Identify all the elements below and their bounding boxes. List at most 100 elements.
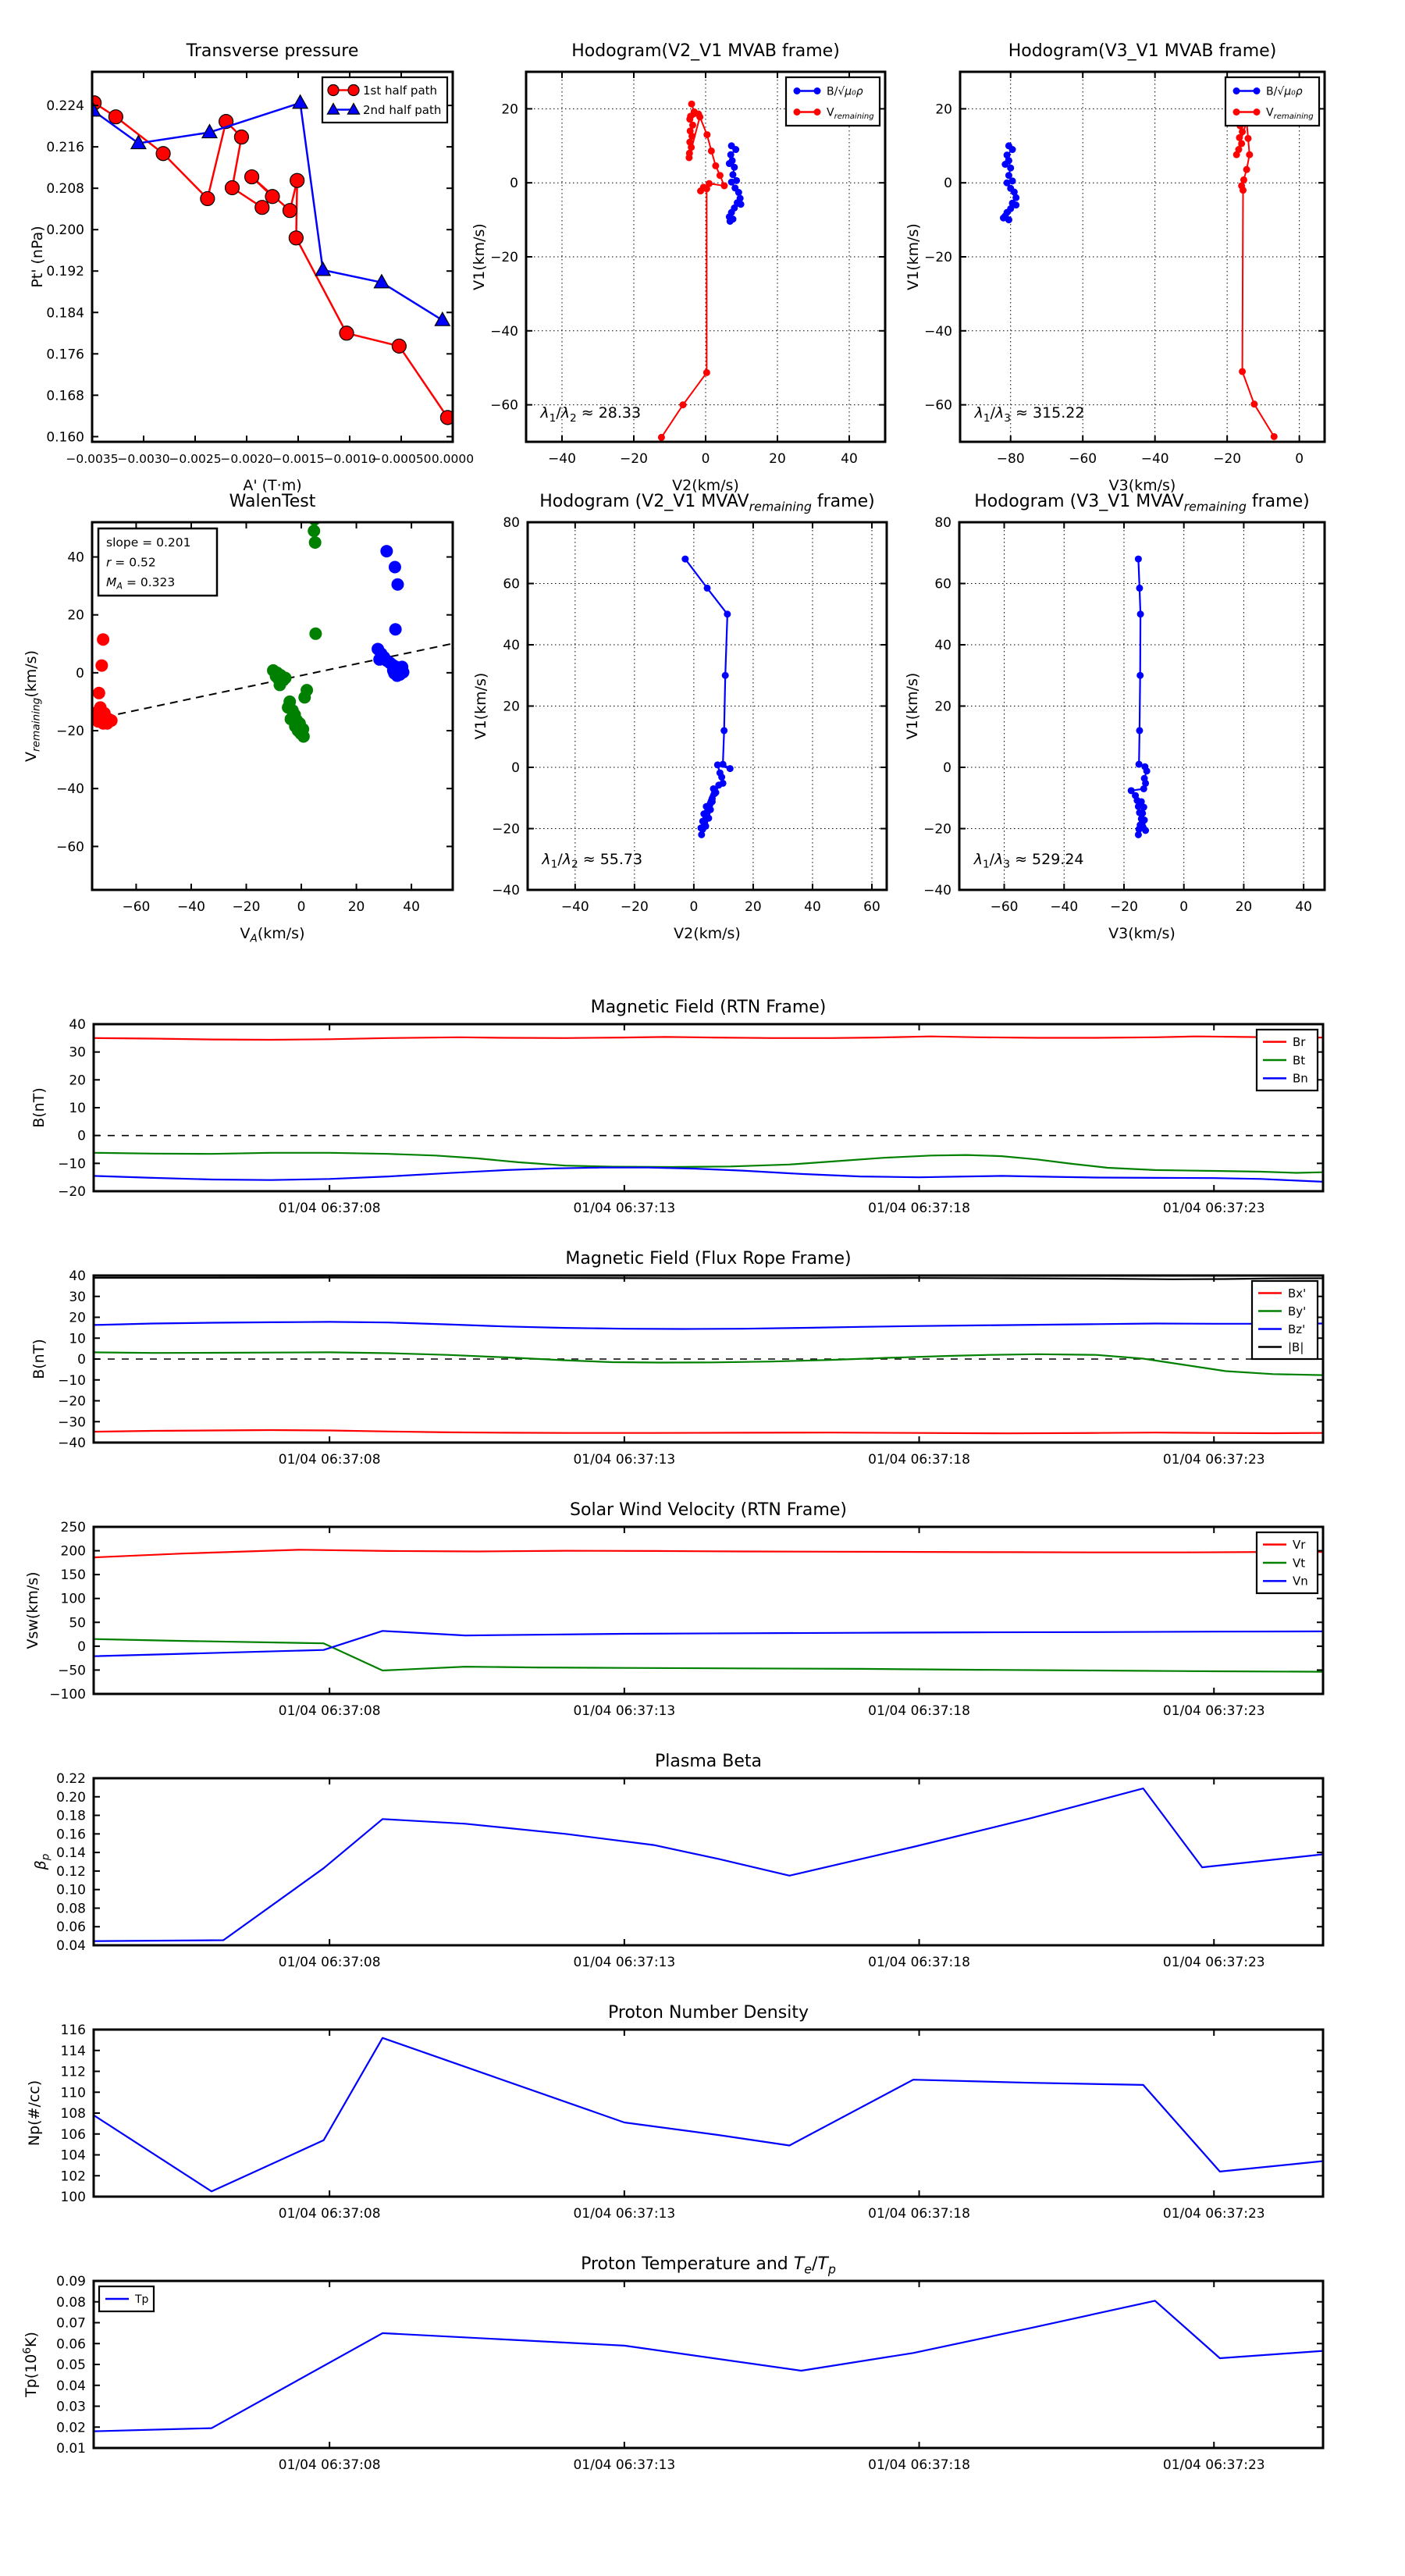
legend-label: B/√μ₀ρ [827, 85, 863, 98]
marker-circle [391, 338, 407, 354]
y-tick-label: 0.10 [56, 1883, 86, 1898]
y-tick-label: 0.14 [56, 1845, 86, 1861]
x-tick-label: −0.0025 [169, 452, 221, 466]
marker-dot [105, 714, 118, 728]
marker-dot [724, 610, 731, 618]
stats-box: slope = 0.201 r = 0.52 MA = 0.323 [97, 527, 219, 597]
marker-dot [92, 715, 105, 728]
y-tick-label: 0.208 [46, 181, 84, 197]
marker-dot [699, 817, 706, 825]
y-tick-label: −50 [58, 1663, 86, 1678]
marker-dot [1232, 109, 1240, 116]
marker-dot [720, 727, 728, 735]
y-tick-label: −100 [49, 1687, 86, 1703]
legend-label: By' [1288, 1304, 1306, 1318]
plot-hodogram-v3v1-mvav: −60 −40 −20 0 20 40 −40 −20 0 20 40 60 80 Hodogram (V… [904, 492, 1326, 942]
marker-triangle [434, 311, 451, 326]
series-beta-p [94, 1788, 1323, 1942]
series-markers-first-third [92, 633, 118, 730]
legend-box [321, 76, 449, 124]
x-tick-label: 01/04 06:37:13 [573, 1452, 675, 1468]
y-tick-label: 0.02 [56, 2420, 86, 2435]
y-tick-label: 0 [944, 176, 952, 191]
y-tick-label: 104 [61, 2148, 86, 2164]
marker-dot [1140, 803, 1147, 811]
y-tick-label: 250 [61, 1520, 86, 1535]
x-tick-label: 01/04 06:37:18 [868, 1201, 970, 1216]
marker-circle [327, 84, 340, 97]
series-group [94, 1276, 1323, 1435]
marker-dot [391, 578, 404, 591]
y-tick-label: 116 [61, 2023, 86, 2038]
y-tick-label: 20 [69, 1073, 86, 1088]
y-tick-label: −10 [58, 1373, 86, 1389]
series-group [681, 555, 734, 838]
marker-dot [718, 774, 726, 781]
y-tick-label: 150 [61, 1567, 86, 1583]
marker-dot [702, 802, 710, 810]
marker-dot [729, 171, 737, 179]
marker-circle [224, 180, 240, 196]
plot-title: Transverse pressure [186, 41, 359, 61]
y-tick-label: 112 [61, 2065, 86, 2080]
x-tick-label: 40 [1295, 899, 1312, 915]
series-markers-B-over-sqrt-mu0rho [725, 142, 745, 225]
y-tick-label: 0.216 [46, 140, 84, 155]
marker-circle [288, 230, 304, 246]
x-tick-label: 40 [403, 899, 420, 915]
marker-dot [702, 185, 710, 193]
plot-hodogram-v2v1-mvab: −40 −20 0 20 40 −60 −40 −20 0 20 Hodogram(V2_V1 MV… [471, 41, 887, 494]
plot-proton-number-density: 01/04 06:37:08 01/04 06:37:13 01/04 06:37:… [26, 2003, 1325, 2222]
y-tick-label: 110 [61, 2085, 86, 2101]
y-tick-label: −20 [56, 724, 84, 739]
y-tick-label: −60 [56, 839, 84, 855]
plot-plasma-beta: 01/04 06:37:08 01/04 06:37:13 01/04 06:37:… [32, 1752, 1325, 1970]
x-tick-label: −40 [548, 451, 576, 467]
marker-dot [1240, 187, 1247, 194]
x-tick-label: −40 [561, 899, 589, 915]
y-tick-label: −20 [58, 1394, 86, 1410]
plot-walen-test: −60 −40 −20 0 20 40 −60 −40 −20 0 20 40 WalenTest VA(… [23, 492, 454, 945]
marker-dot [731, 163, 738, 171]
marker-dot [720, 182, 728, 190]
marker-dot [1005, 216, 1012, 224]
y-tick-label: −40 [492, 883, 520, 898]
legend-label: Vr [1293, 1538, 1306, 1552]
x-tick-label: −60 [991, 899, 1019, 915]
axes-spines [92, 2028, 1325, 2198]
x-axis-label: VA(km/s) [240, 925, 305, 945]
x-tick-label: 40 [804, 899, 821, 915]
y-tick-label: 0.08 [56, 1901, 86, 1916]
marker-dot [732, 146, 740, 154]
marker-dot [697, 824, 705, 832]
marker-dot [688, 100, 695, 108]
x-tick-label: 01/04 06:37:13 [573, 1955, 675, 1970]
marker-dot [1239, 128, 1247, 136]
x-tick-label: −0.0015 [272, 452, 324, 466]
series-group [94, 2300, 1323, 2432]
marker-dot [1136, 727, 1144, 735]
annotation: λ1/λ3 ≈ 529.24 [973, 851, 1084, 871]
y-tick-label: 40 [503, 638, 520, 653]
plot-title: Proton Temperature and Te/Tp [581, 2254, 836, 2276]
plot-solar-wind-velocity-rtn: 01/04 06:37:08 01/04 06:37:13 01/04 06:37:… [24, 1500, 1325, 1719]
x-tick-label: 01/04 06:37:23 [1163, 1955, 1265, 1970]
x-tick-label: 01/04 06:37:23 [1163, 2206, 1265, 2222]
y-axis-label: Vsw(km/s) [24, 1571, 41, 1649]
marker-dot [308, 535, 322, 549]
y-tick-label: −40 [56, 781, 84, 797]
x-tick-label: 01/04 06:37:08 [279, 2457, 381, 2473]
y-tick-label: 0 [510, 176, 518, 191]
x-tick-label: −0.0030 [117, 452, 169, 466]
series-Vr [94, 1549, 1323, 1559]
plot-transverse-pressure: −0.0035−0.0030−0.0025−0.0020−0.0015−0.00… [29, 41, 474, 494]
marker-dot [308, 525, 321, 538]
y-tick-label: 0.168 [46, 388, 84, 404]
marker-dot [1136, 671, 1144, 679]
x-tick-label: −60 [122, 899, 150, 915]
series-group [94, 2037, 1323, 2193]
x-tick-label: −40 [1141, 451, 1169, 467]
marker-triangle [130, 134, 147, 150]
x-tick-label: 01/04 06:37:08 [279, 1955, 381, 1970]
y-tick-label: 80 [503, 515, 520, 531]
